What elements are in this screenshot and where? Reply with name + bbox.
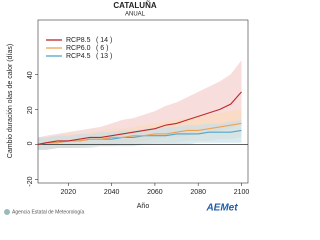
y-tick-label: -20 [27, 176, 34, 186]
chart: CATALUÑA ANUAL Cambio duración olas de c… [4, 1, 250, 215]
x-tick-label: 2060 [147, 189, 163, 196]
x-tick-label: 2080 [190, 189, 206, 196]
footer: Agencia Estatal de Meteorología [12, 209, 84, 215]
footer-icon [4, 209, 10, 215]
y-tick-label: 0 [27, 141, 34, 145]
x-tick-label: 2040 [104, 189, 120, 196]
legend-count: ( 13 ) [96, 53, 112, 60]
band [38, 119, 242, 150]
x-tick-label: 2020 [61, 189, 77, 196]
y-tick-label: 40 [27, 71, 34, 79]
series-line [37, 91, 242, 145]
y-axis-label: Cambio duración olas de calor (días) [7, 44, 14, 158]
legend-label: RCP8.5 [66, 37, 91, 44]
legend-count: ( 14 ) [96, 37, 112, 44]
x-tick-label: 2100 [234, 189, 250, 196]
chart-subtitle: ANUAL [125, 12, 146, 18]
chart-title: CATALUÑA [113, 1, 156, 10]
legend-count: ( 6 ) [96, 45, 108, 52]
x-axis-label: Año [137, 203, 150, 210]
logo: AEMet [205, 203, 238, 214]
legend-label: RCP4.5 [66, 53, 91, 60]
legend-label: RCP6.0 [66, 45, 91, 52]
y-tick-label: 20 [27, 106, 34, 114]
plot-frame [37, 19, 249, 184]
